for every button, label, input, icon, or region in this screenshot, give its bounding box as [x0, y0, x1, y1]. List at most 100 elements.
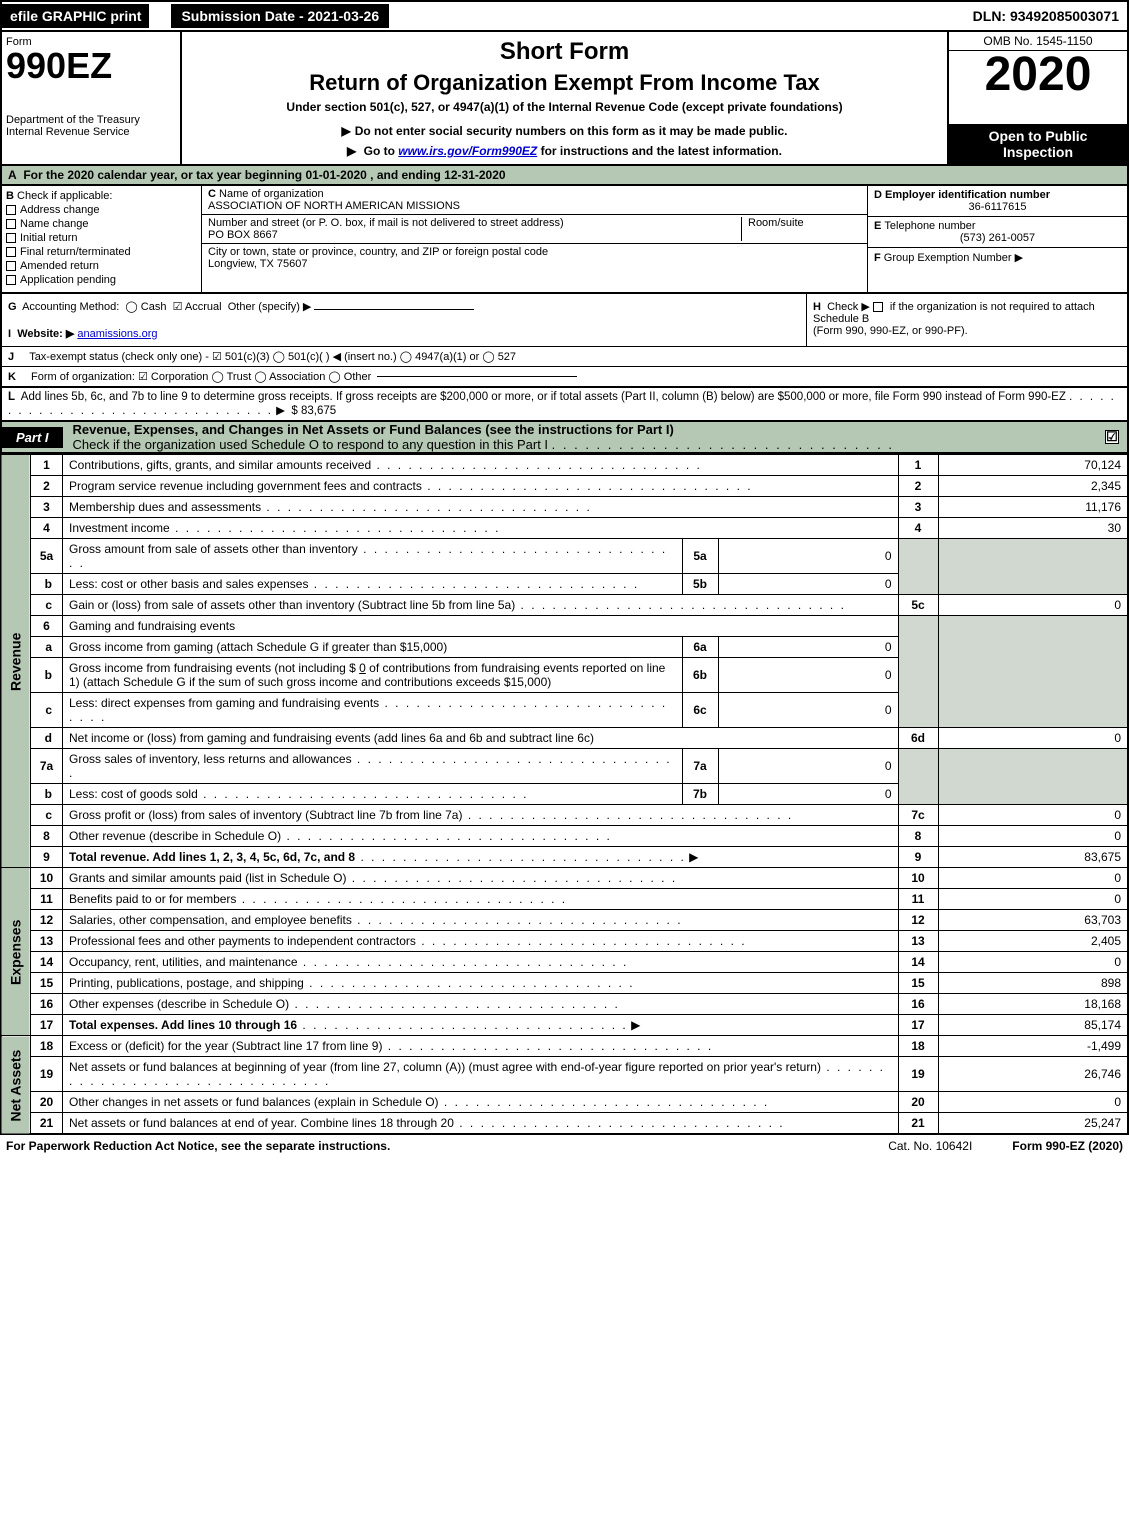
n-14: 14: [31, 952, 63, 973]
n-3: 3: [31, 497, 63, 518]
rn-10: 10: [898, 868, 938, 889]
n-17: 17: [31, 1015, 63, 1036]
part-1-header: Part I Revenue, Expenses, and Changes in…: [0, 422, 1129, 454]
chk-app-pending[interactable]: [6, 275, 16, 285]
label-g: G: [8, 301, 17, 313]
line-a: A For the 2020 calendar year, or tax yea…: [0, 166, 1129, 186]
group-exempt-label: Group Exemption Number: [884, 252, 1012, 264]
n-8: 8: [31, 826, 63, 847]
n-6c: c: [31, 693, 63, 728]
rn-18: 18: [898, 1036, 938, 1057]
n-4: 4: [31, 518, 63, 539]
in-5b: 5b: [682, 574, 718, 595]
d-8: Other revenue (describe in Schedule O): [69, 829, 281, 843]
return-title: Return of Organization Exempt From Incom…: [192, 70, 937, 96]
v-17: 85,174: [938, 1015, 1128, 1036]
n-11: 11: [31, 889, 63, 910]
rn-12: 12: [898, 910, 938, 931]
irs-link[interactable]: www.irs.gov/Form990EZ: [398, 144, 537, 158]
part-1-checkbox[interactable]: ☑: [1105, 430, 1119, 444]
part-1-sub: Check if the organization used Schedule …: [73, 437, 549, 452]
box-c-label: Name of organization: [219, 188, 324, 200]
footer-right: Form 990-EZ (2020): [1012, 1139, 1123, 1153]
website-link[interactable]: anamissions.org: [77, 328, 157, 340]
d-6b-1: Gross income from fundraising events (no…: [69, 661, 359, 675]
open-inspection: Open to Public Inspection: [949, 124, 1127, 164]
d-18: Excess or (deficit) for the year (Subtra…: [69, 1039, 382, 1053]
line-k-text: Form of organization: ☑ Corporation ◯ Tr…: [31, 370, 371, 383]
info-block: B Check if applicable: Address change Na…: [0, 186, 1129, 294]
chk-final-return[interactable]: [6, 247, 16, 257]
n-16: 16: [31, 994, 63, 1015]
v-1: 70,124: [938, 455, 1128, 476]
n-1: 1: [31, 455, 63, 476]
city-value: Longview, TX 75607: [208, 258, 861, 270]
city-label: City or town, state or province, country…: [208, 246, 861, 258]
chk-address-change[interactable]: [6, 205, 16, 215]
side-revenue: Revenue: [1, 455, 31, 868]
d-14: Occupancy, rent, utilities, and maintena…: [69, 955, 298, 969]
box-b-heading: Check if applicable:: [17, 190, 112, 202]
in-6b: 6b: [682, 658, 718, 693]
iv-6c: 0: [718, 693, 898, 728]
phone-value: (573) 261-0057: [874, 232, 1121, 244]
goto-post: for instructions and the latest informat…: [541, 144, 782, 158]
chk-schedule-b[interactable]: [873, 302, 883, 312]
acct-cash: Cash: [141, 301, 167, 313]
d-7a: Gross sales of inventory, less returns a…: [69, 752, 352, 766]
v-13: 2,405: [938, 931, 1128, 952]
d-13: Professional fees and other payments to …: [69, 934, 416, 948]
n-7c: c: [31, 805, 63, 826]
tax-year: 2020: [949, 51, 1127, 124]
d-12: Salaries, other compensation, and employ…: [69, 913, 352, 927]
d-17: Total expenses. Add lines 10 through 16: [69, 1018, 297, 1032]
d-7c: Gross profit or (loss) from sales of inv…: [69, 808, 462, 822]
n-2: 2: [31, 476, 63, 497]
in-6a: 6a: [682, 637, 718, 658]
n-6b: b: [31, 658, 63, 693]
label-e: E: [874, 220, 881, 232]
n-10: 10: [31, 868, 63, 889]
label-i: I: [8, 328, 11, 340]
v-4: 30: [938, 518, 1128, 539]
chk-initial-return[interactable]: [6, 233, 16, 243]
iv-7a: 0: [718, 749, 898, 784]
v-19: 26,746: [938, 1057, 1128, 1092]
short-form-title: Short Form: [192, 38, 937, 66]
d-19: Net assets or fund balances at beginning…: [69, 1060, 821, 1074]
part-1-label: Part I: [2, 427, 63, 448]
line-j-text: Tax-exempt status (check only one) - ☑ 5…: [29, 350, 516, 363]
label-k: K: [8, 371, 16, 383]
label-j: J: [8, 351, 14, 363]
chk-name-change[interactable]: [6, 219, 16, 229]
box-c: C Name of organization ASSOCIATION OF NO…: [202, 186, 867, 292]
v-16: 18,168: [938, 994, 1128, 1015]
v-21: 25,247: [938, 1113, 1128, 1135]
n-12: 12: [31, 910, 63, 931]
d-5c: Gain or (loss) from sale of assets other…: [69, 598, 515, 612]
side-netassets: Net Assets: [1, 1036, 31, 1135]
in-7a: 7a: [682, 749, 718, 784]
v-18: -1,499: [938, 1036, 1128, 1057]
website-label: Website: ▶: [17, 328, 74, 340]
d-21: Net assets or fund balances at end of ye…: [69, 1116, 454, 1130]
rn-1: 1: [898, 455, 938, 476]
submission-date: Submission Date - 2021-03-26: [169, 2, 391, 30]
d-3: Membership dues and assessments: [69, 500, 261, 514]
d-1: Contributions, gifts, grants, and simila…: [69, 458, 371, 472]
d-5a: Gross amount from sale of assets other t…: [69, 542, 358, 556]
phone-label: Telephone number: [884, 220, 975, 232]
group-arrow: ▶: [1015, 252, 1023, 264]
ein-label: Employer identification number: [885, 189, 1050, 201]
in-5a: 5a: [682, 539, 718, 574]
label-h: H: [813, 301, 821, 313]
n-6d: d: [31, 728, 63, 749]
form-header: Form 990EZ Department of the Treasury In…: [0, 32, 1129, 166]
efile-label[interactable]: efile GRAPHIC print: [2, 4, 149, 28]
line-h-t3: (Form 990, 990-EZ, or 990-PF).: [813, 325, 968, 337]
chk-amended[interactable]: [6, 261, 16, 271]
lbl-initial-return: Initial return: [20, 232, 77, 244]
part-1-title: Revenue, Expenses, and Changes in Net As…: [73, 422, 674, 437]
d-6: Gaming and fundraising events: [63, 616, 899, 637]
rn-8: 8: [898, 826, 938, 847]
